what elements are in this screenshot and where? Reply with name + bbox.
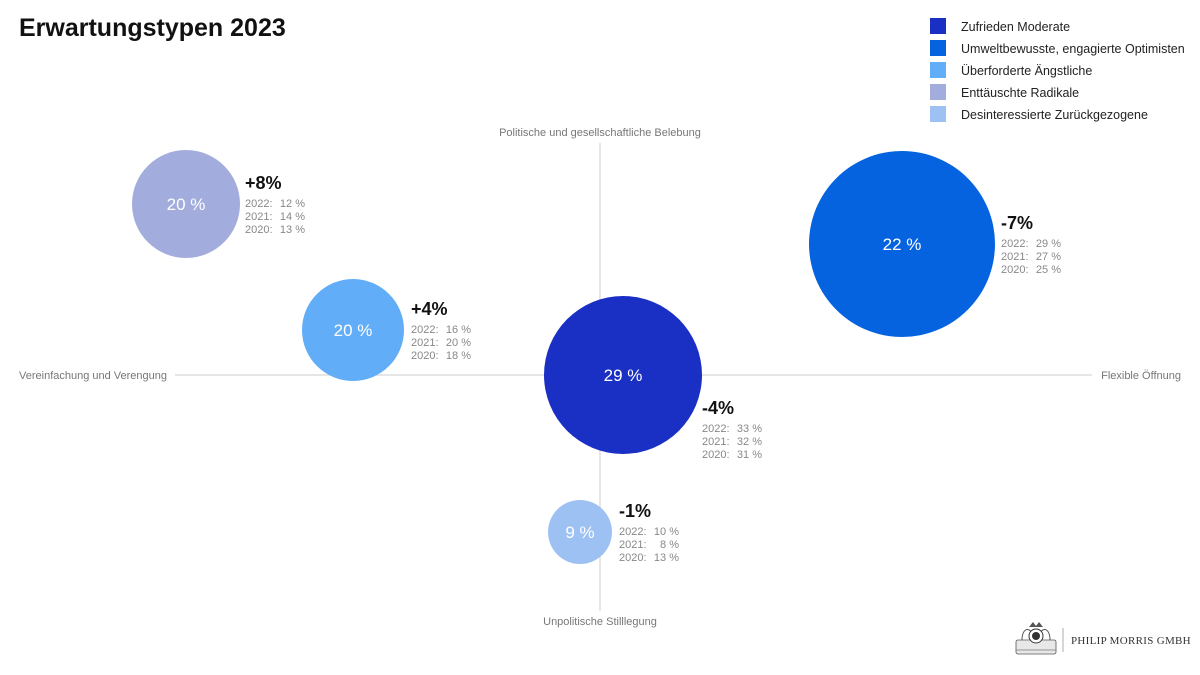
bubble bbox=[548, 500, 612, 564]
legend-swatch bbox=[930, 62, 946, 78]
legend-swatch bbox=[930, 106, 946, 122]
bubble bbox=[809, 151, 995, 337]
history-value: 31 % bbox=[737, 449, 762, 461]
history-year: 2020: bbox=[245, 224, 273, 236]
bubble-value-label: 20 % bbox=[334, 321, 373, 340]
change-label: -1% bbox=[619, 501, 651, 521]
history-value: 12 % bbox=[280, 198, 305, 210]
bubbles-group: 29 % -4% 2022: 33 % 2021: 32 % 2020: 31 % 22 % -7… bbox=[132, 150, 1061, 564]
legend-label: Zufrieden Moderate bbox=[961, 20, 1070, 34]
history-value: 13 % bbox=[654, 552, 679, 564]
change-label: -7% bbox=[1001, 213, 1033, 233]
history-year: 2022: bbox=[702, 423, 730, 435]
bubble-value-label: 9 % bbox=[565, 523, 594, 542]
history-value: 20 % bbox=[446, 337, 471, 349]
legend-item: Enttäuschte Radikale bbox=[930, 84, 1079, 100]
bubble-value-label: 22 % bbox=[883, 235, 922, 254]
bubble bbox=[544, 296, 702, 454]
history-year: 2021: bbox=[411, 337, 439, 349]
legend-swatch bbox=[930, 40, 946, 56]
legend-label: Umweltbewusste, engagierte Optimisten bbox=[961, 42, 1185, 56]
legend-label: Enttäuschte Radikale bbox=[961, 86, 1079, 100]
legend-item: Überforderte Ängstliche bbox=[930, 62, 1092, 78]
legend-item: Zufrieden Moderate bbox=[930, 18, 1070, 34]
history-value: 16 % bbox=[446, 324, 471, 336]
bubble-group: 20 % +4% 2022: 16 % 2021: 20 % 2020: 18 % bbox=[302, 279, 471, 381]
history-value: 8 % bbox=[660, 539, 679, 551]
history-year: 2021: bbox=[702, 436, 730, 448]
history-year: 2021: bbox=[245, 211, 273, 223]
history-value: 10 % bbox=[654, 526, 679, 538]
bubble bbox=[302, 279, 404, 381]
axis-label-right: Flexible Öffnung bbox=[1101, 370, 1181, 382]
axis-label-bottom: Unpolitische Stilllegung bbox=[543, 616, 657, 628]
legend-item: Desinteressierte Zurückgezogene bbox=[930, 106, 1148, 122]
history-year: 2022: bbox=[411, 324, 439, 336]
legend: Zufrieden Moderate Umweltbewusste, engag… bbox=[930, 18, 1185, 122]
change-label: +4% bbox=[411, 299, 448, 319]
bubble-group: 9 % -1% 2022: 10 % 2021: 8 % 2020: 13 % bbox=[548, 500, 679, 564]
history-value: 29 % bbox=[1036, 238, 1061, 250]
legend-label: Überforderte Ängstliche bbox=[961, 64, 1092, 78]
history-year: 2021: bbox=[619, 539, 647, 551]
history-value: 14 % bbox=[280, 211, 305, 223]
history-year: 2020: bbox=[1001, 264, 1029, 276]
legend-item: Umweltbewusste, engagierte Optimisten bbox=[930, 40, 1185, 56]
history-year: 2020: bbox=[619, 552, 647, 564]
chart-title: Erwartungstypen 2023 bbox=[19, 14, 286, 42]
legend-swatch bbox=[930, 84, 946, 100]
bubble-group: 29 % -4% 2022: 33 % 2021: 32 % 2020: 31 % bbox=[544, 296, 762, 461]
history-value: 27 % bbox=[1036, 251, 1061, 263]
history-value: 25 % bbox=[1036, 264, 1061, 276]
legend-label: Desinteressierte Zurückgezogene bbox=[961, 108, 1148, 122]
legend-swatch bbox=[930, 18, 946, 34]
history-year: 2020: bbox=[702, 449, 730, 461]
history-year: 2022: bbox=[1001, 238, 1029, 250]
change-label: +8% bbox=[245, 173, 282, 193]
history-year: 2020: bbox=[411, 350, 439, 362]
history-value: 32 % bbox=[737, 436, 762, 448]
history-value: 13 % bbox=[280, 224, 305, 236]
axis-label-top: Politische und gesellschaftliche Belebun… bbox=[499, 127, 701, 139]
bubble-group: 22 % -7% 2022: 29 % 2021: 27 % 2020: 25 % bbox=[809, 151, 1061, 337]
crest-icon bbox=[1015, 622, 1057, 655]
bubble-group: 20 % +8% 2022: 12 % 2021: 14 % 2020: 13 % bbox=[132, 150, 305, 258]
change-label: -4% bbox=[702, 398, 734, 418]
bubble bbox=[132, 150, 240, 258]
company-name: PHILIP MORRIS GMBH bbox=[1071, 635, 1191, 647]
company-logo: PHILIP MORRIS GMBH bbox=[1015, 622, 1191, 655]
bubble-value-label: 20 % bbox=[167, 195, 206, 214]
history-year: 2021: bbox=[1001, 251, 1029, 263]
history-year: 2022: bbox=[619, 526, 647, 538]
history-year: 2022: bbox=[245, 198, 273, 210]
history-value: 33 % bbox=[737, 423, 762, 435]
axis-label-left: Vereinfachung und Verengung bbox=[19, 370, 167, 382]
history-value: 18 % bbox=[446, 350, 471, 362]
bubble-value-label: 29 % bbox=[604, 366, 643, 385]
